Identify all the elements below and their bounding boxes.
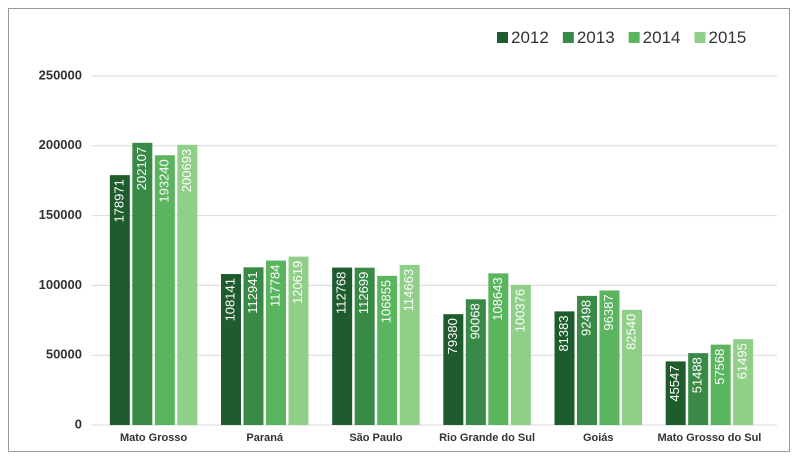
bar [554,311,575,425]
value-label: 96387 [601,294,616,330]
legend-swatch [694,32,706,43]
value-label: 92498 [578,300,593,336]
legend-label: 2014 [643,28,681,47]
value-label: 82540 [623,314,638,350]
bar [377,275,398,425]
bar [710,344,731,425]
value-label: 45547 [667,365,682,401]
value-label: 202107 [134,147,149,190]
x-tick-label: Mato Grosso [120,432,188,444]
value-label: 178971 [111,179,126,222]
value-label: 193240 [156,159,171,202]
legend-swatch [497,32,508,43]
bar [577,295,597,425]
y-tick-label: 100000 [39,277,82,292]
bar [154,155,175,426]
bar [443,314,464,425]
bar [399,264,420,425]
x-tick-label: São Paulo [349,432,402,444]
bar [288,256,309,425]
bar [109,175,130,425]
value-label: 114663 [401,269,416,311]
x-tick-label: Rio Grande do Sul [439,432,535,444]
value-label: 120619 [290,261,305,304]
y-tick-label: 0 [75,416,82,431]
bar [510,284,531,425]
value-label: 112941 [245,271,260,313]
x-tick-label: Mato Grosso do Sul [657,432,761,444]
value-label: 79380 [445,318,460,354]
value-label: 81383 [556,315,571,351]
value-label: 112699 [356,272,371,314]
value-label: 57568 [712,349,727,385]
bar [688,353,709,425]
bar [132,142,153,425]
value-label: 108141 [222,278,237,321]
bar [665,361,686,425]
bar [266,260,286,425]
x-tick-label: Paraná [246,432,284,444]
y-tick-label: 250000 [39,67,82,82]
y-tick-label: 50000 [46,347,82,362]
value-label: 200693 [179,149,194,192]
legend-label: 2012 [511,28,549,47]
legend-swatch [628,32,640,43]
value-label: 106855 [379,280,394,323]
value-label: 100376 [512,289,527,332]
value-label: 112768 [334,272,349,314]
y-tick-label: 200000 [39,137,82,152]
bar [488,273,509,425]
bar [354,267,375,425]
bar [221,274,241,425]
value-label: 51488 [690,357,705,393]
bar [243,267,264,425]
bar [177,144,198,425]
value-label: 90068 [467,303,482,339]
legend-swatch [562,32,574,43]
value-label: 108643 [490,277,505,320]
bar [332,267,353,425]
bar [733,339,754,425]
bar [622,309,642,425]
bar [465,299,486,425]
legend-label: 2015 [708,28,746,47]
legend-label: 2013 [577,28,615,47]
value-label: 61495 [735,343,750,379]
value-label: 117784 [267,265,282,307]
x-tick-label: Goiás [583,432,614,444]
y-tick-label: 150000 [39,207,82,222]
bar [599,290,620,425]
